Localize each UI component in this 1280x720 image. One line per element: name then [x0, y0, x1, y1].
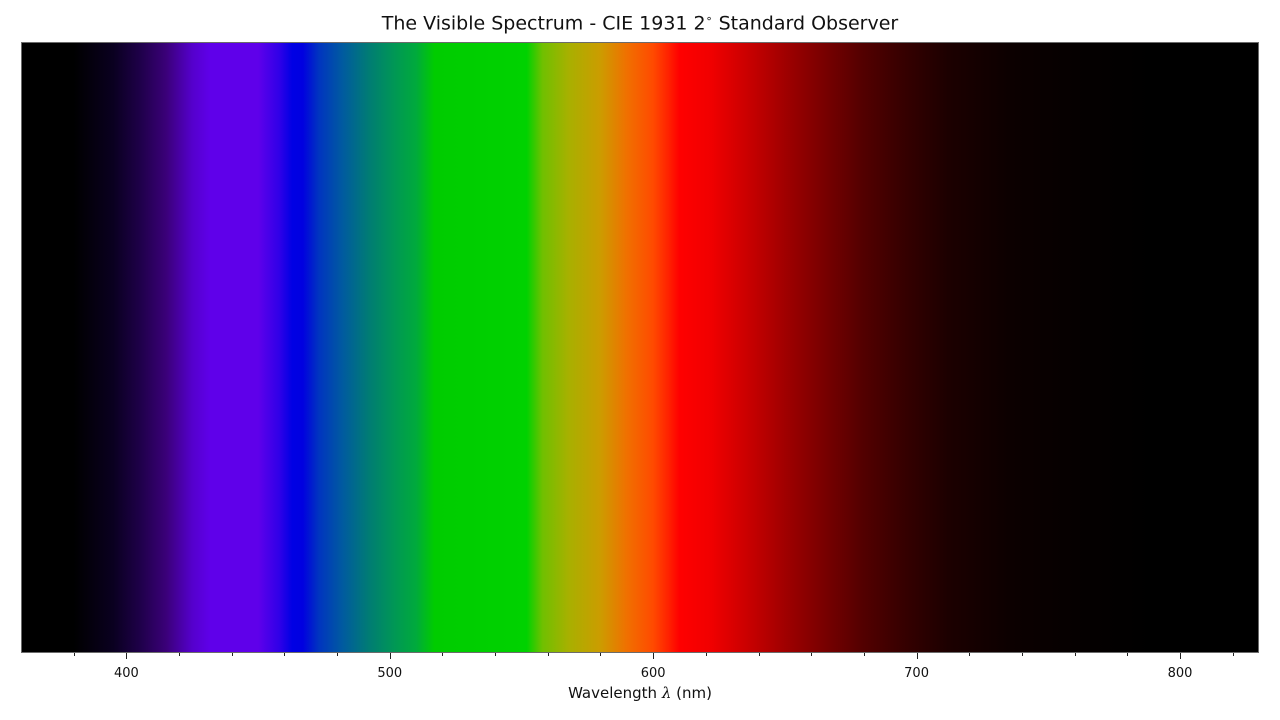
chart-title: The Visible Spectrum - CIE 1931 2∘ Stand… [0, 12, 1280, 34]
x-axis-ticks: 400 500 600 700 800 [74, 653, 1234, 681]
spectrum-band [21, 42, 1259, 653]
x-axis-label-prefix: Wavelength [568, 684, 662, 702]
x-tick-label: 700 [904, 666, 929, 681]
x-axis-label-lambda: λ [661, 684, 672, 702]
x-tick-label: 500 [377, 666, 402, 681]
chart-title-prefix: The Visible Spectrum - CIE 1931 2 [381, 12, 706, 35]
x-tick-label: 400 [114, 666, 139, 681]
plot-frame [21, 42, 1259, 653]
x-tick-label: 800 [1168, 666, 1193, 681]
chart-title-suffix: Standard Observer [712, 12, 899, 35]
x-axis-label: Wavelength λ (nm) [0, 684, 1280, 702]
x-tick-label: 600 [641, 666, 666, 681]
x-axis-label-suffix: (nm) [671, 684, 712, 702]
chart-title-degree: ∘ [705, 12, 713, 25]
